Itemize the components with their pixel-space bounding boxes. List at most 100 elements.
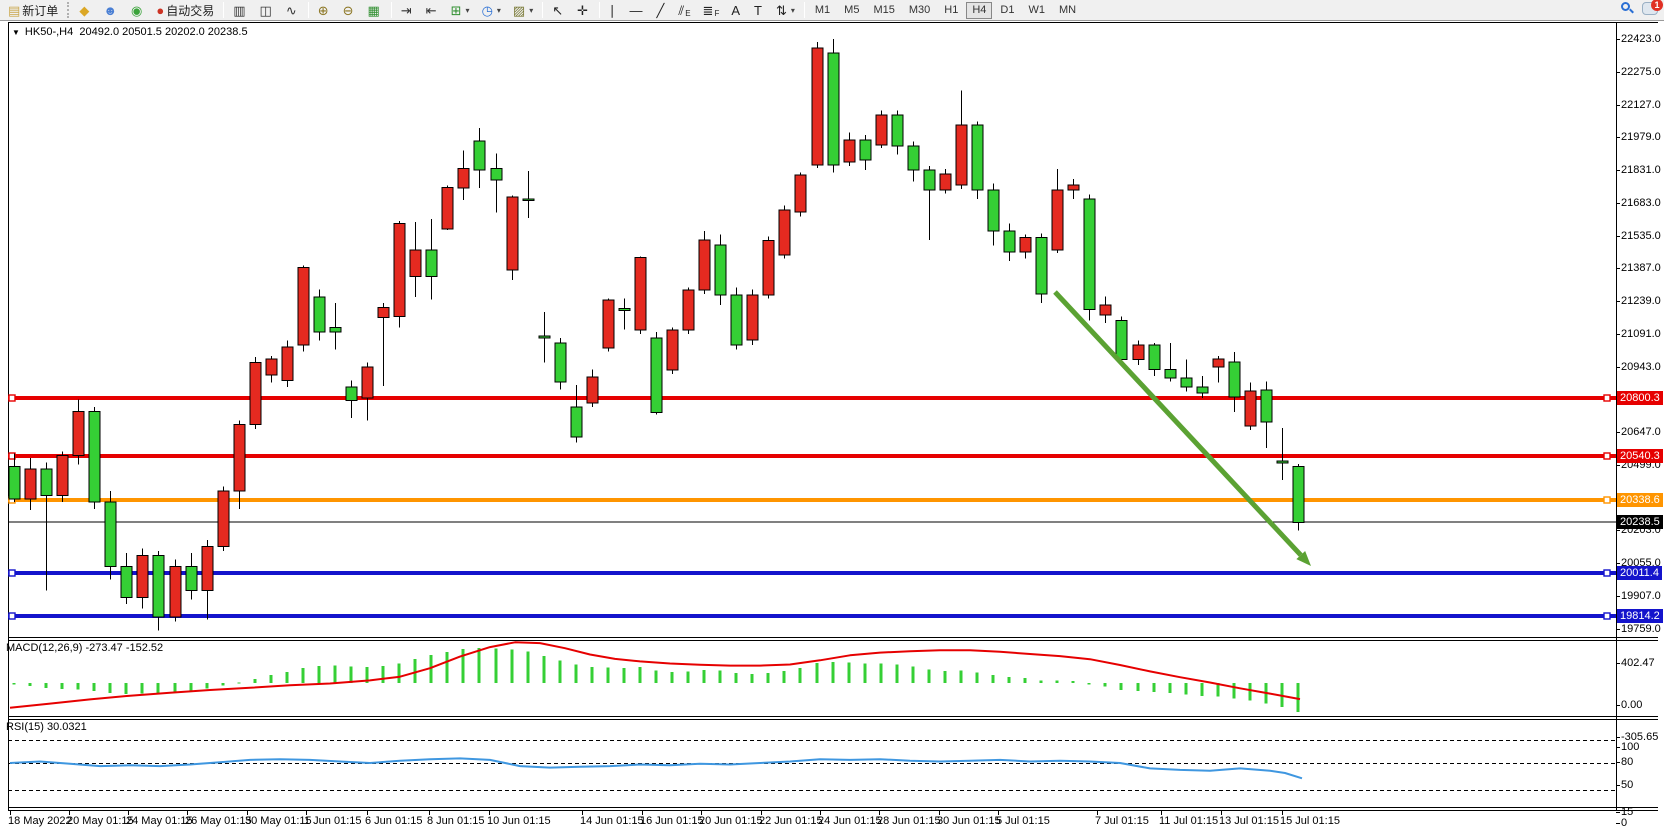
candle [522, 198, 535, 202]
trendline-button[interactable]: ╱ [652, 1, 672, 19]
trend-arrow-head[interactable] [1296, 550, 1311, 566]
timeframe-m1[interactable]: M1 [814, 3, 831, 16]
equidistant-channel-button[interactable]: ⫽ E [673, 1, 695, 19]
time-tick [306, 811, 307, 815]
cursor-button[interactable]: ↖ [547, 1, 570, 19]
level-handle[interactable] [8, 394, 16, 402]
macd-bar [1248, 683, 1252, 701]
fibonacci-icon: ≣ [702, 2, 714, 18]
signals-button[interactable]: ◉ [126, 1, 149, 19]
macd-bar [1184, 683, 1188, 695]
level-handle[interactable] [8, 612, 16, 620]
timeframe-h4[interactable]: H4 [966, 1, 993, 19]
macd-bar [1119, 683, 1123, 690]
chat-icon[interactable]: 1 [1642, 0, 1663, 15]
price-tick-label: 22423.0 [1621, 33, 1661, 45]
candle [345, 386, 358, 401]
time-tick-label: 30 Jun 01:15 [937, 815, 1001, 827]
text-label-icon: T [754, 2, 762, 18]
symbol-title: ▼ HK50-,H4 20492.0 20501.5 20202.0 20238.… [12, 26, 248, 38]
search-icon[interactable] [1621, 2, 1634, 15]
chart-window[interactable]: ▼ HK50-,H4 20492.0 20501.5 20202.0 20238.… [0, 22, 1664, 831]
macd-bar [734, 672, 738, 683]
market-watch-button[interactable]: ☻ [98, 1, 124, 19]
candle [843, 139, 856, 163]
candle [1212, 358, 1225, 368]
rsi-tick [1616, 785, 1620, 786]
symbol-dropdown-icon[interactable]: ▼ [12, 28, 20, 37]
level-handle[interactable] [1603, 394, 1611, 402]
fibonacci-button[interactable]: ≣ F [698, 1, 725, 19]
horizontal-line-button[interactable]: — [625, 1, 650, 19]
periods-button[interactable]: ◷ ▾ [477, 1, 506, 19]
auto-scroll-button[interactable]: ⇥ [396, 1, 419, 19]
candlestick-chart-button[interactable]: ◫ [255, 1, 279, 19]
macd-bar [574, 664, 578, 683]
macd-bar [108, 683, 112, 694]
candle [698, 239, 711, 291]
templates-button[interactable]: ▨ ▾ [508, 1, 538, 19]
price-tick [1616, 530, 1620, 531]
macd-bar [670, 671, 674, 683]
vertical-line-button[interactable]: ∣ [604, 1, 623, 19]
macd-bar [702, 669, 706, 683]
line-chart-button[interactable]: ∿ [281, 1, 304, 19]
candle [1164, 368, 1177, 379]
timeframe-h1[interactable]: H1 [944, 3, 959, 16]
time-tick [247, 811, 248, 815]
time-tick [489, 811, 490, 815]
level-handle[interactable] [1603, 496, 1611, 504]
macd-pane [9, 641, 1301, 712]
tile-windows-button[interactable]: ▦ [363, 1, 387, 19]
tile-windows-icon: ▦ [367, 2, 380, 18]
chart-shift-button[interactable]: ⇤ [421, 1, 444, 19]
new-order-icon: ▤ [8, 2, 21, 18]
indicators-button[interactable]: ⊞ ▾ [446, 1, 475, 19]
timeframe-m30[interactable]: M30 [908, 3, 931, 16]
level-handle[interactable] [1603, 569, 1611, 577]
level-handle[interactable] [1603, 452, 1611, 460]
macd-tick [1616, 705, 1620, 706]
level-handle[interactable] [8, 569, 16, 577]
market-watch-icon: ☻ [103, 2, 117, 18]
rsi-tick-label: 0 [1621, 817, 1628, 829]
new-order-button[interactable]: ▤ 新订单 [3, 1, 63, 19]
time-tick-label: 14 Jun 01:15 [580, 815, 644, 827]
level-price-label: 20540.3 [1617, 449, 1663, 463]
macd-bar [1296, 683, 1300, 712]
macd-bar [221, 683, 225, 686]
candle [650, 337, 663, 414]
arrows-button[interactable]: ⇅ ▾ [771, 1, 800, 19]
candle [8, 466, 21, 500]
text-label-button[interactable]: T [749, 1, 769, 19]
candle [955, 124, 968, 186]
timeframe-m15[interactable]: M15 [873, 3, 895, 16]
candle [1003, 230, 1016, 253]
timeframe-d1[interactable]: D1 [1000, 3, 1015, 16]
bar-chart-button[interactable]: ▥ [228, 1, 252, 19]
zoom-out-button[interactable]: ⊖ [338, 1, 361, 19]
macd-bar [413, 659, 417, 683]
candle [441, 186, 454, 230]
autotrading-button[interactable]: ● 自动交易 [151, 1, 219, 19]
dropdown-caret: ▾ [790, 5, 795, 15]
mql5-community-button[interactable]: ◆ [74, 1, 96, 19]
macd-bar [590, 667, 594, 683]
macd-bar [1023, 678, 1027, 683]
text-button[interactable]: A [726, 1, 747, 19]
time-tick [1282, 811, 1283, 815]
timeframe-m5[interactable]: M5 [844, 3, 860, 16]
sep-6 [803, 2, 805, 18]
main-chart-canvas[interactable] [0, 22, 1664, 637]
timeframe-w1[interactable]: W1 [1028, 3, 1045, 16]
macd-bar [1168, 683, 1172, 694]
macd-bar [1055, 680, 1059, 683]
zoom-in-button[interactable]: ⊕ [313, 1, 336, 19]
button-label: 新订单 [22, 3, 59, 18]
level-handle[interactable] [1603, 612, 1611, 620]
trend-arrow-line[interactable] [1053, 290, 1303, 557]
timeframe-mn[interactable]: MN [1058, 3, 1077, 16]
vertical-line-icon: ∣ [609, 2, 616, 18]
crosshair-button[interactable]: ✛ [572, 1, 595, 19]
pane-border [8, 640, 1658, 641]
